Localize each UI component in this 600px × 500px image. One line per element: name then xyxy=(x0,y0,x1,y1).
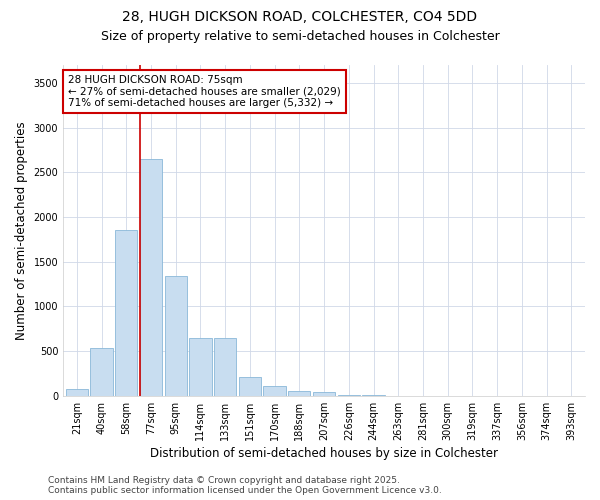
Bar xyxy=(189,338,212,396)
Bar xyxy=(91,348,113,396)
Bar xyxy=(115,230,137,396)
Bar xyxy=(313,392,335,396)
Bar xyxy=(338,395,360,396)
Bar xyxy=(65,389,88,396)
Bar xyxy=(239,376,261,396)
X-axis label: Distribution of semi-detached houses by size in Colchester: Distribution of semi-detached houses by … xyxy=(150,447,498,460)
Text: Size of property relative to semi-detached houses in Colchester: Size of property relative to semi-detach… xyxy=(101,30,499,43)
Bar xyxy=(288,391,310,396)
Bar xyxy=(140,159,162,396)
Text: Contains HM Land Registry data © Crown copyright and database right 2025.
Contai: Contains HM Land Registry data © Crown c… xyxy=(48,476,442,495)
Text: 28 HUGH DICKSON ROAD: 75sqm
← 27% of semi-detached houses are smaller (2,029)
71: 28 HUGH DICKSON ROAD: 75sqm ← 27% of sem… xyxy=(68,75,341,108)
Y-axis label: Number of semi-detached properties: Number of semi-detached properties xyxy=(15,121,28,340)
Bar xyxy=(214,338,236,396)
Bar xyxy=(263,386,286,396)
Text: 28, HUGH DICKSON ROAD, COLCHESTER, CO4 5DD: 28, HUGH DICKSON ROAD, COLCHESTER, CO4 5… xyxy=(122,10,478,24)
Bar xyxy=(164,276,187,396)
